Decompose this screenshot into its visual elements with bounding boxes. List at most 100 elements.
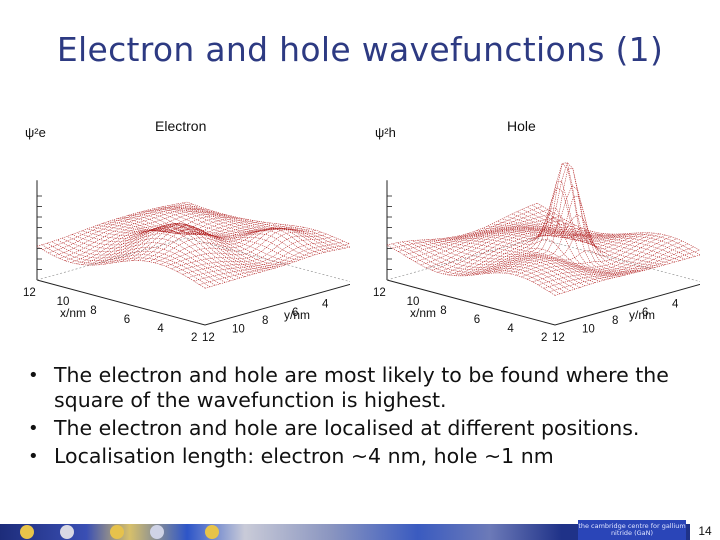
surface-line: [36, 245, 206, 289]
surface-line: [386, 244, 556, 296]
decorative-atom: [110, 525, 124, 539]
surface-line: [51, 241, 221, 285]
surface-line: [396, 242, 566, 293]
y-tick-label: 4: [672, 298, 679, 310]
bullet-item: • The electron and hole are localised at …: [28, 416, 688, 441]
x-tick-label: 6: [124, 314, 130, 326]
surface-line: [104, 220, 255, 265]
decorative-atom: [20, 525, 34, 539]
surface-line: [48, 205, 199, 254]
x-tick-label: 10: [407, 296, 420, 308]
surface-line: [521, 209, 691, 259]
hole-surface-plot: Hole ψ²h 1210864212108642 x/nm y/nm: [355, 115, 700, 345]
y-tick-label: 6: [642, 307, 648, 319]
x-tick-label: 2: [191, 332, 197, 344]
x-tick-label: 8: [440, 305, 446, 317]
decorative-atom: [60, 525, 74, 539]
bullet-dot: •: [28, 418, 39, 439]
decorative-atom: [205, 525, 219, 539]
surface-line: [71, 233, 241, 279]
plot-axes: [36, 180, 350, 326]
surface-line: [406, 240, 576, 290]
surface-line: [131, 213, 301, 261]
plot-title: Hole: [507, 118, 536, 134]
electron-plot-svg: Electron ψ²e 1210864212108642 x/nm y/nm: [23, 118, 350, 344]
z-axis-label: ψ²h: [375, 125, 396, 140]
surface-line: [142, 211, 311, 257]
surface-line: [431, 239, 601, 282]
y-tick-label: 12: [552, 332, 565, 344]
page-number: 14: [690, 522, 720, 540]
surface-line: [59, 209, 210, 259]
x-tick-label: 4: [157, 323, 164, 335]
surface-line: [36, 201, 188, 247]
surface-line: [87, 217, 238, 266]
surface-line: [151, 208, 321, 254]
y-tick-label: 12: [202, 332, 215, 344]
y-tick-label: 8: [262, 315, 268, 327]
bullet-dot: •: [28, 365, 39, 386]
surface-line: [431, 227, 582, 271]
y-axis-label: y/nm: [284, 308, 310, 322]
surface-line: [53, 207, 204, 257]
surface-line: [531, 204, 700, 256]
surface-line: [521, 236, 672, 278]
x-axis-label: x/nm: [60, 306, 86, 320]
surface-line: [115, 222, 266, 263]
surface-line: [466, 162, 636, 274]
surface-line: [176, 203, 346, 249]
surface-line: [496, 221, 666, 266]
surface-line: [476, 180, 627, 275]
x-axis-label: x/nm: [410, 306, 436, 320]
surface-line: [171, 204, 341, 250]
surface-line: [136, 212, 306, 259]
axis-ticks: 1210864212108642: [23, 287, 329, 344]
floor-axes: [386, 279, 700, 326]
surface-line: [506, 216, 676, 263]
slide-title: Electron and hole wavefunctions (1): [56, 30, 664, 69]
hole-plot-svg: Hole ψ²h 1210864212108642 x/nm y/nm: [373, 118, 700, 344]
surface-line: [501, 218, 671, 264]
y-axis-label: y/nm: [629, 308, 655, 322]
axis-ticks: 1210864212108642: [373, 287, 679, 344]
surface-line: [459, 233, 610, 277]
surface-line: [98, 219, 249, 266]
x-tick-label: 6: [474, 314, 480, 326]
y-tick-label: 10: [582, 324, 595, 336]
y-tick-label: 8: [612, 315, 618, 327]
surface-line: [437, 229, 588, 273]
surface-line: [536, 203, 700, 251]
z-axis-label: ψ²e: [25, 125, 46, 140]
surface-line: [96, 223, 266, 272]
footer-logo: the cambridge centre for gallium nitride…: [578, 520, 686, 540]
surface-line: [454, 233, 605, 276]
surface-line: [109, 221, 260, 264]
plot-title: Electron: [155, 118, 206, 134]
surface-line: [81, 226, 251, 276]
surface-line: [111, 219, 281, 267]
y-tick-label: 10: [232, 324, 245, 336]
surface-line: [446, 237, 616, 278]
surface-line: [116, 218, 286, 266]
bullet-list: • The electron and hole are most likely t…: [28, 363, 688, 472]
x-tick-label: 8: [90, 305, 96, 317]
bullet-text: The electron and hole are most likely to…: [54, 363, 669, 412]
bullet-text: Localisation length: electron ~4 nm, hol…: [54, 444, 554, 468]
decorative-atom: [150, 525, 164, 539]
bullet-dot: •: [28, 446, 39, 467]
x-tick-label: 12: [23, 287, 36, 299]
surface-line: [451, 236, 621, 277]
surface-line: [543, 246, 694, 289]
surface-line: [148, 226, 300, 262]
surface-line: [64, 210, 216, 261]
surface-line: [511, 213, 681, 261]
surface-line: [398, 209, 549, 252]
plot-axes: [386, 180, 700, 326]
surface-line: [92, 218, 244, 266]
bullet-text: The electron and hole are localised at d…: [54, 416, 640, 440]
footer-banner: [0, 524, 720, 540]
surface-line: [204, 246, 350, 289]
electron-surface-plot: Electron ψ²e 1210864212108642 x/nm y/nm: [5, 115, 350, 345]
surface-line: [166, 205, 336, 251]
surface-line: [81, 215, 232, 265]
